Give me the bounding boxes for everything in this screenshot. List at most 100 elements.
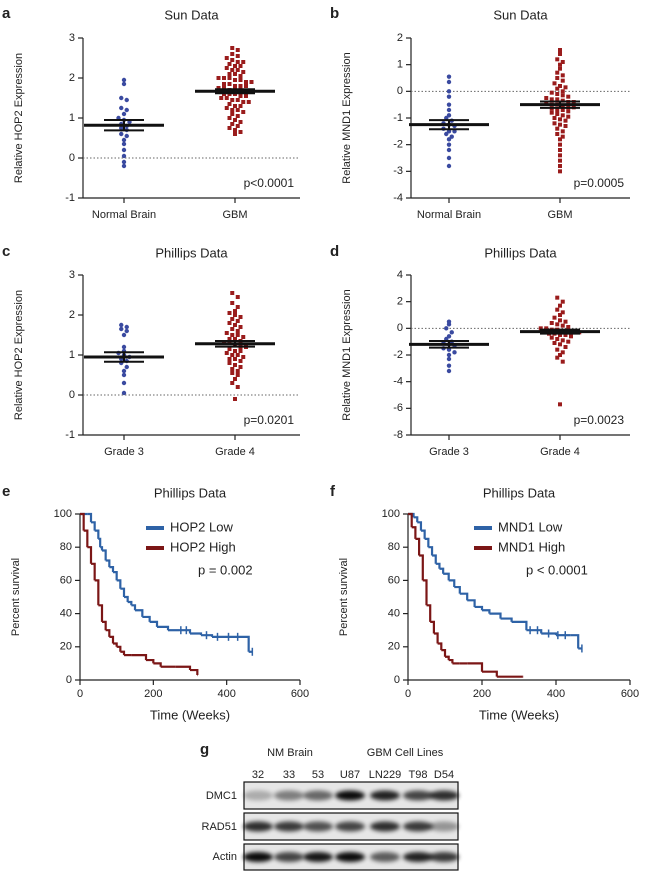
annotation: p=0.0023 [574, 413, 625, 427]
y-axis-label: Relative HOP2 Expression [13, 53, 25, 183]
data-point [552, 121, 557, 126]
survival-step [105, 559, 111, 568]
chart-title: Sun Data [493, 7, 548, 22]
data-point [121, 332, 127, 338]
data-point [233, 84, 237, 88]
survival-step [87, 512, 93, 523]
y-tick-label: 100 [382, 508, 400, 520]
data-point [446, 352, 452, 358]
data-point [244, 94, 248, 98]
annotation: p < 0.0001 [526, 562, 588, 577]
x-tick-label: 600 [621, 688, 639, 700]
panel-letter: b [330, 5, 339, 22]
data-point [558, 52, 562, 56]
data-point [230, 333, 235, 337]
lane-label: 33 [283, 769, 295, 781]
y-tick-label: 2 [69, 72, 75, 84]
survival-step [124, 595, 129, 602]
blot-band [303, 821, 333, 832]
panel-letter: g [200, 741, 209, 758]
blot-band [403, 852, 433, 862]
survival-step [102, 620, 107, 631]
data-point [121, 159, 127, 165]
data-point [555, 355, 560, 360]
data-point [449, 330, 454, 335]
y-axis-label: Relative MND1 Expression [341, 289, 353, 420]
data-point [558, 84, 562, 88]
data-point [227, 321, 232, 325]
y-tick-label: -6 [393, 402, 403, 414]
data-point [230, 46, 235, 50]
data-point [238, 365, 243, 369]
data-point [560, 338, 565, 343]
data-point [446, 137, 452, 142]
data-point [233, 357, 237, 361]
y-tick-label: 1 [69, 112, 75, 124]
data-point [238, 64, 243, 68]
data-point [121, 380, 127, 386]
y-tick-label: 0 [397, 85, 403, 97]
y-tick-label: 2 [397, 32, 403, 44]
survival-step [482, 609, 491, 614]
data-point [566, 109, 571, 114]
data-point [227, 102, 232, 106]
data-point [238, 349, 243, 353]
data-point [233, 72, 237, 76]
lane-label: LN229 [369, 769, 401, 781]
survival-step [94, 529, 100, 539]
data-point [224, 56, 229, 60]
data-point [446, 89, 452, 94]
data-point [558, 48, 562, 52]
data-point [233, 377, 237, 381]
y-tick-label: 0 [69, 389, 75, 401]
y-tick-label: 80 [60, 541, 72, 553]
data-point [241, 355, 246, 359]
data-point [124, 324, 129, 330]
annotation: p = 0.002 [198, 562, 253, 577]
data-point [238, 315, 243, 319]
data-point [538, 326, 543, 331]
data-point [446, 356, 452, 362]
panel-letter: e [2, 483, 10, 500]
y-axis-label: Relative MND1 Expression [341, 52, 353, 183]
x-tick-label: 400 [547, 688, 565, 700]
data-point [244, 84, 248, 88]
blot-band [370, 821, 400, 832]
y-tick-label: 0 [397, 322, 403, 334]
survival-step [419, 554, 424, 581]
data-point [569, 334, 573, 339]
data-point [555, 86, 560, 91]
blot-row-label: Actin [213, 851, 237, 863]
survival-step [459, 592, 469, 601]
chart-title: Phillips Data [484, 245, 557, 260]
data-point [241, 110, 246, 114]
data-point [230, 68, 235, 72]
data-point [230, 108, 235, 112]
y-tick-label: 0 [66, 674, 72, 686]
data-point [560, 93, 565, 98]
data-point [216, 86, 221, 90]
data-point [558, 148, 562, 152]
blot-band [370, 852, 400, 862]
x-tick-label: Grade 4 [215, 446, 255, 458]
data-point [549, 321, 554, 325]
legend-label: MND1 High [498, 539, 565, 554]
data-point [233, 309, 237, 313]
survival-step [448, 658, 454, 664]
data-point [235, 353, 240, 357]
y-tick-label: 2 [69, 309, 75, 321]
data-point [235, 48, 240, 52]
data-point [227, 116, 232, 120]
data-point [555, 108, 560, 112]
survival-step [116, 579, 122, 589]
data-point [544, 326, 549, 331]
data-point [121, 81, 127, 87]
survival-step [127, 600, 133, 606]
survival-step [467, 599, 476, 607]
y-tick-label: -8 [393, 429, 403, 441]
survival-step [420, 529, 426, 539]
survival-step [91, 562, 96, 581]
data-point [558, 158, 562, 163]
blot-band [403, 790, 433, 801]
